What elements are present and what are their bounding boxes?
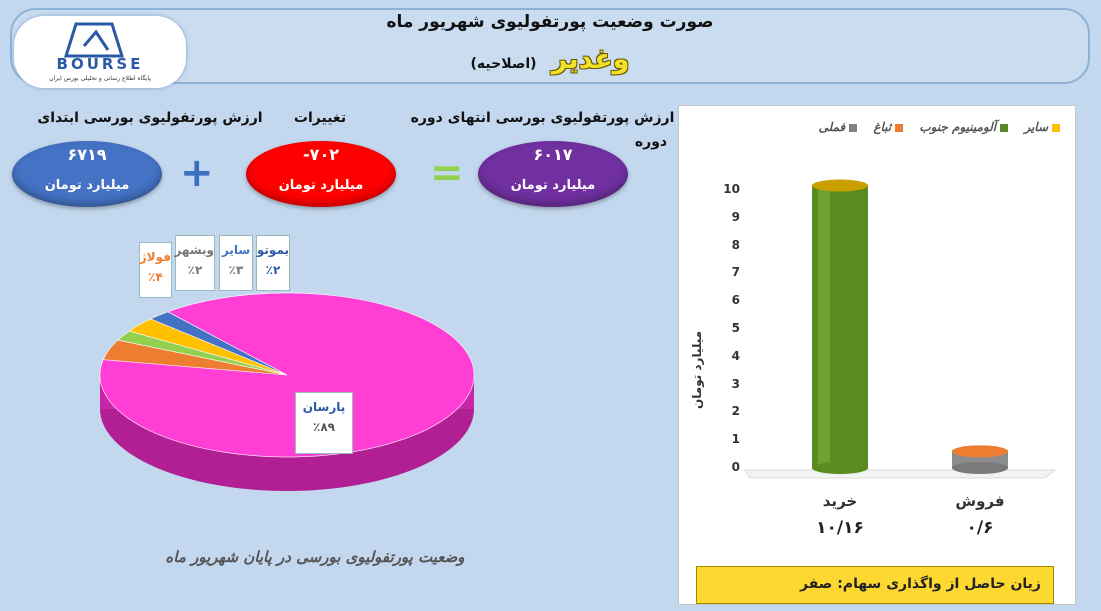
final-value: ۶۰۱۷ xyxy=(533,145,573,164)
loss-note: زیان حاصل از واگذاری سهام: صفر xyxy=(696,566,1054,604)
change-value: -۷۰۲ xyxy=(303,145,339,164)
header-banner xyxy=(10,8,1090,84)
final-value-label-extra: دوره xyxy=(634,134,668,150)
bar-chart-panel xyxy=(678,105,1076,605)
page-title: صورت وضعیت پورتفولیوی شهریور ماه xyxy=(386,12,714,32)
pie-label-foolad: فولاژ ٪۴ xyxy=(139,242,172,298)
title-line-2: وغدیر (اصلاحیه) xyxy=(300,44,800,75)
legend-item-sayer: سایر xyxy=(1024,120,1060,134)
y-tick-6: 6 xyxy=(731,293,740,308)
category-label-kharid: خرید xyxy=(822,492,858,510)
pie-label-vbshahr: وبشهر ٪۲ xyxy=(174,235,215,291)
correction-note: (اصلاحیه) xyxy=(470,56,537,72)
y-tick-1: 1 xyxy=(731,432,740,447)
initial-value: ۶۷۱۹ xyxy=(67,145,107,164)
change-oval: -۷۰۲ میلیارد تومان xyxy=(246,141,396,207)
bar-0 xyxy=(812,179,868,474)
bourse-logo: BOURSE پایگاه اطلاع رسانی و تحلیلی بورس … xyxy=(14,16,186,88)
initial-unit: میلیارد تومان xyxy=(44,178,130,193)
change-label: تغییرات xyxy=(293,110,347,126)
pie-label-parsan: پارسان ٪۸۹ xyxy=(295,392,353,454)
final-value-oval: ۶۰۱۷ میلیارد تومان xyxy=(478,141,628,207)
y-tick-8: 8 xyxy=(731,237,740,252)
pie-caption: وضعیت پورتفولیوی بورسی در پایان شهریور م… xyxy=(165,548,465,566)
bar-legend: سایر آلومینیوم جنوب ثباغ فملی xyxy=(720,120,1060,134)
y-tick-5: 5 xyxy=(731,321,740,335)
data-label-kharid: ۱۰/۱۶ xyxy=(816,518,864,538)
legend-item-aluminium: آلومینیوم جنوب xyxy=(919,120,1009,134)
pie-slice-4 xyxy=(149,311,288,376)
y-tick-2: 2 xyxy=(731,404,740,419)
logo-tagline: پایگاه اطلاع رسانی و تحلیلی بورس ایران xyxy=(49,74,151,82)
change-unit: میلیارد تومان xyxy=(278,178,364,193)
initial-value-oval: ۶۷۱۹ میلیارد تومان xyxy=(12,141,162,207)
category-label-foroosh: فروش xyxy=(955,492,1005,510)
logo-text: BOURSE xyxy=(57,55,144,73)
legend-item-fameli: فملی xyxy=(819,120,858,134)
company-name: وغدیر xyxy=(551,44,630,75)
pie-label-bemoto: بموتو ٪۲ xyxy=(256,235,290,291)
initial-value-label: ارزش پورتفولیوی بورسی ابتدای xyxy=(37,110,263,126)
pie-label-sayer: سایر ٪۳ xyxy=(219,235,253,291)
bar-1 xyxy=(952,445,1008,474)
y-tick-0: 0 xyxy=(731,460,740,474)
y-tick-3: 3 xyxy=(731,376,740,391)
equals-sign: = xyxy=(430,150,464,196)
final-unit: میلیارد تومان xyxy=(510,178,596,193)
legend-item-thebagh: ثباغ xyxy=(873,120,904,134)
final-value-label: ارزش پورتفولیوی بورسی انتهای دوره xyxy=(410,110,675,126)
plus-sign: + xyxy=(180,150,214,196)
logo-graphic: BOURSE پایگاه اطلاع رسانی و تحلیلی بورس … xyxy=(49,22,151,82)
y-tick-7: 7 xyxy=(731,265,740,280)
y-tick-9: 9 xyxy=(731,209,740,224)
y-tick-4: 4 xyxy=(731,348,740,363)
y-tick-10: 10 xyxy=(723,182,740,196)
data-label-foroosh: ۰/۶ xyxy=(966,518,994,538)
